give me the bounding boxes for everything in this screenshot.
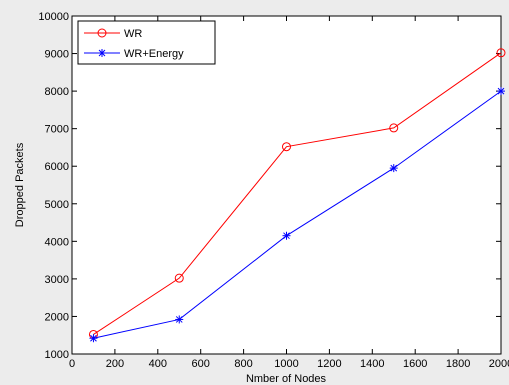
y-tick-label: 5000 [45, 199, 69, 211]
x-tick-label: 2000 [489, 358, 509, 370]
y-tick-label: 3000 [45, 274, 69, 286]
axis-ticks: 0 200 400 600 800 1000 1200 1400 1600 1800 2000 100… [38, 11, 509, 370]
y-tick-label: 10000 [38, 11, 69, 23]
x-tick-label: 200 [106, 358, 124, 370]
x-tick-label: 800 [234, 358, 252, 370]
x-tick-label: 1000 [274, 358, 298, 370]
legend-label-wr: WR [124, 28, 142, 40]
y-tick-label: 9000 [45, 49, 69, 61]
legend-marker-wr-energy [98, 49, 106, 57]
legend-marker-wr [97, 28, 107, 38]
x-tick-label: 1200 [317, 358, 341, 370]
plot-area [71, 15, 502, 355]
data-point [389, 123, 399, 133]
x-tick-label: 0 [69, 358, 75, 370]
legend-label-wr-energy: WR+Energy [124, 48, 184, 60]
data-point [282, 142, 291, 152]
data-point [175, 315, 184, 324]
y-tick-label: 7000 [45, 124, 69, 136]
y-tick-label: 6000 [45, 161, 69, 173]
data-point [282, 231, 291, 240]
x-tick-label: 1800 [446, 358, 470, 370]
data-point [174, 273, 184, 283]
y-tick-label: 2000 [45, 311, 69, 323]
legend: WR WR+Energy [77, 20, 216, 65]
data-point [496, 48, 506, 58]
data-point [389, 164, 398, 173]
data-point [89, 334, 98, 343]
series-layer [88, 48, 506, 343]
x-tick-label: 400 [149, 358, 167, 370]
data-point [497, 87, 505, 96]
legend-star-marker [98, 49, 106, 57]
series-line-0 [93, 52, 502, 335]
y-axis-title: Dropped Packets [14, 142, 26, 227]
x-tick-label: 1600 [403, 358, 427, 370]
legend-box [77, 20, 216, 65]
x-tick-label: 600 [192, 358, 210, 370]
y-tick-label: 1000 [45, 349, 69, 361]
y-tick-label: 4000 [45, 236, 69, 248]
x-tick-label: 1400 [360, 358, 384, 370]
y-tick-label: 8000 [45, 86, 69, 98]
x-axis-title: Nmber of Nodes [246, 373, 327, 385]
